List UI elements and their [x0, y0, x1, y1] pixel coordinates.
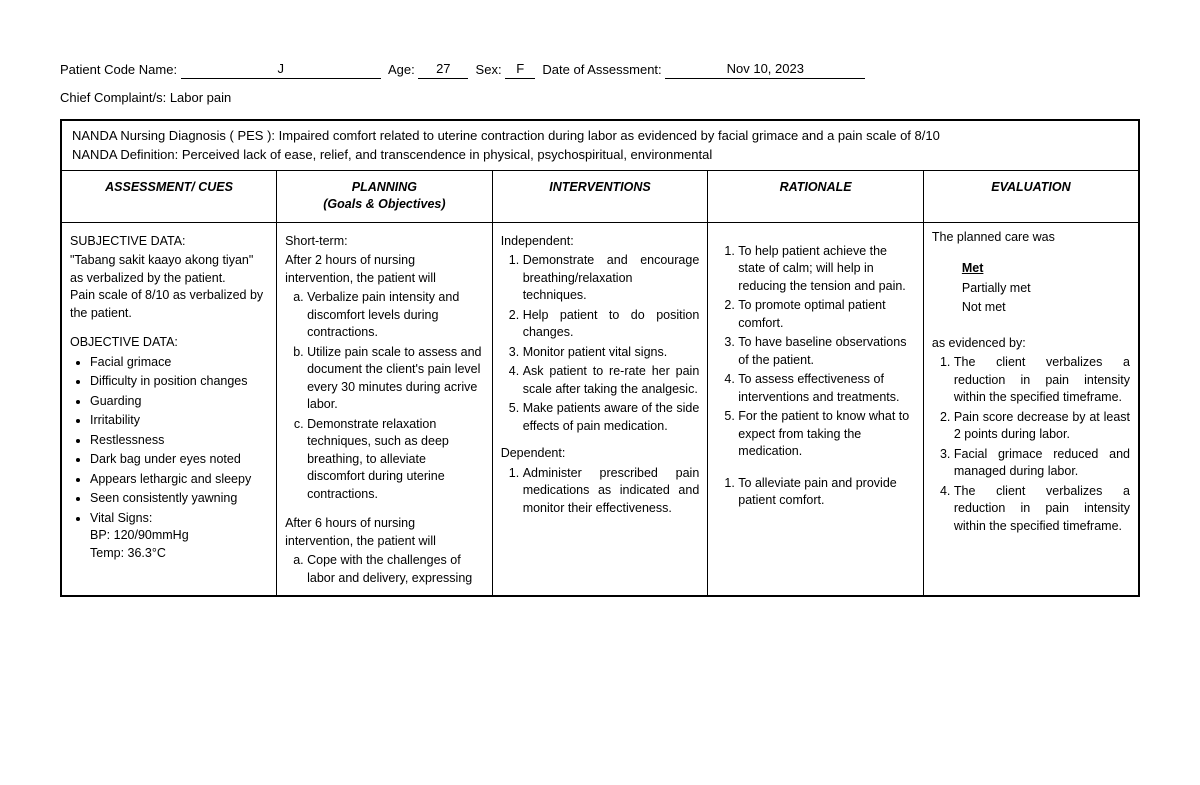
age-label: Age: — [388, 62, 415, 77]
eval-notmet: Not met — [962, 299, 1130, 317]
list-item: To help patient achieve the state of cal… — [738, 243, 915, 296]
vitals-bp: BP: 120/90mmHg — [90, 528, 189, 542]
assessment-cell: SUBJECTIVE DATA: "Tabang sakit kaayo ako… — [61, 222, 277, 596]
rationale-list: To help patient achieve the state of cal… — [716, 243, 915, 461]
dependent-label: Dependent: — [501, 445, 700, 463]
planning-cell: Short-term: After 2 hours of nursing int… — [277, 222, 493, 596]
subjective-label: SUBJECTIVE DATA: — [70, 233, 268, 251]
list-item: Demonstrate relaxation techniques, such … — [307, 416, 484, 504]
list-item: Verbalize pain intensity and discomfort … — [307, 289, 484, 342]
long-term-list: Cope with the challenges of labor and de… — [285, 552, 484, 587]
eval-partially: Partially met — [962, 280, 1130, 298]
interventions-cell: Independent: Demonstrate and encourage b… — [492, 222, 708, 596]
col-planning: PLANNING (Goals & Objectives) — [277, 170, 493, 222]
date-label: Date of Assessment: — [542, 62, 661, 77]
sex-value: F — [505, 60, 535, 79]
pain-scale-text: Pain scale of 8/10 as verbalized by the … — [70, 287, 268, 322]
objective-list: Facial grimace Difficulty in position ch… — [70, 354, 268, 563]
independent-label: Independent: — [501, 233, 700, 251]
rationale-dep-list: To alleviate pain and provide patient co… — [716, 475, 915, 510]
list-item: Facial grimace reduced and managed durin… — [954, 446, 1130, 481]
col-planning-sub: (Goals & Objectives) — [281, 196, 488, 214]
evaluation-cell: The planned care was Met Partially met N… — [923, 222, 1139, 596]
short-term-list: Verbalize pain intensity and discomfort … — [285, 289, 484, 503]
care-plan-table: NANDA Nursing Diagnosis ( PES ): Impaire… — [60, 119, 1140, 597]
patient-code-label: Patient Code Name: — [60, 62, 177, 77]
list-item: Demonstrate and encourage breathing/rela… — [523, 252, 700, 305]
list-item: Administer prescribed pain medications a… — [523, 465, 700, 518]
nanda-row: NANDA Nursing Diagnosis ( PES ): Impaire… — [61, 120, 1139, 170]
col-rationale: RATIONALE — [708, 170, 924, 222]
chief-complaint: Chief Complaint/s: Labor pain — [60, 89, 1140, 107]
list-item: Dark bag under eyes noted — [90, 451, 268, 469]
list-item: The client verbalizes a reduction in pai… — [954, 354, 1130, 407]
vitals-temp: Temp: 36.3°C — [90, 546, 166, 560]
nanda-diagnosis: NANDA Nursing Diagnosis ( PES ): Impaire… — [72, 127, 1128, 145]
short-term-intro: After 2 hours of nursing intervention, t… — [285, 252, 484, 287]
eval-met: Met — [962, 261, 984, 275]
age-value: 27 — [418, 60, 468, 79]
independent-list: Demonstrate and encourage breathing/rela… — [501, 252, 700, 435]
list-item: For the patient to know what to expect f… — [738, 408, 915, 461]
sex-label: Sex: — [476, 62, 502, 77]
col-planning-title: PLANNING — [281, 179, 488, 197]
body-row: SUBJECTIVE DATA: "Tabang sakit kaayo ako… — [61, 222, 1139, 596]
list-item: Seen consistently yawning — [90, 490, 268, 508]
eval-intro: The planned care was — [932, 229, 1130, 247]
vitals-label: Vital Signs: — [90, 511, 152, 525]
evidence-label: as evidenced by: — [932, 335, 1130, 353]
evidence-list: The client verbalizes a reduction in pai… — [932, 354, 1130, 535]
short-term-label: Short-term: — [285, 233, 484, 251]
list-item: Help patient to do position changes. — [523, 307, 700, 342]
header-line-1: Patient Code Name: J Age: 27 Sex: F Date… — [60, 60, 1140, 79]
list-item: Make patients aware of the side effects … — [523, 400, 700, 435]
rationale-cell: To help patient achieve the state of cal… — [708, 222, 924, 596]
list-item: Facial grimace — [90, 354, 268, 372]
patient-code-value: J — [181, 60, 381, 79]
col-interventions: INTERVENTIONS — [492, 170, 708, 222]
nanda-definition: NANDA Definition: Perceived lack of ease… — [72, 146, 1128, 164]
list-item: Appears lethargic and sleepy — [90, 471, 268, 489]
list-item: Ask patient to re-rate her pain scale af… — [523, 363, 700, 398]
date-value: Nov 10, 2023 — [665, 60, 865, 79]
long-term-intro: After 6 hours of nursing intervention, t… — [285, 515, 484, 550]
list-item: To assess effectiveness of interventions… — [738, 371, 915, 406]
list-item: Restlessness — [90, 432, 268, 450]
list-item: To promote optimal patient comfort. — [738, 297, 915, 332]
list-item: Utilize pain scale to assess and documen… — [307, 344, 484, 414]
list-item: Monitor patient vital signs. — [523, 344, 700, 362]
subjective-text: "Tabang sakit kaayo akong tiyan" as verb… — [70, 252, 268, 287]
col-assessment: ASSESSMENT/ CUES — [61, 170, 277, 222]
objective-label: OBJECTIVE DATA: — [70, 334, 268, 352]
list-item: Pain score decrease by at least 2 points… — [954, 409, 1130, 444]
list-item: Vital Signs: BP: 120/90mmHg Temp: 36.3°C — [90, 510, 268, 563]
list-item: Irritability — [90, 412, 268, 430]
list-item: To have baseline observations of the pat… — [738, 334, 915, 369]
header-row: ASSESSMENT/ CUES PLANNING (Goals & Objec… — [61, 170, 1139, 222]
list-item: The client verbalizes a reduction in pai… — [954, 483, 1130, 536]
list-item: Guarding — [90, 393, 268, 411]
list-item: Difficulty in position changes — [90, 373, 268, 391]
list-item: To alleviate pain and provide patient co… — [738, 475, 915, 510]
dependent-list: Administer prescribed pain medications a… — [501, 465, 700, 518]
list-item: Cope with the challenges of labor and de… — [307, 552, 484, 587]
col-evaluation: EVALUATION — [923, 170, 1139, 222]
